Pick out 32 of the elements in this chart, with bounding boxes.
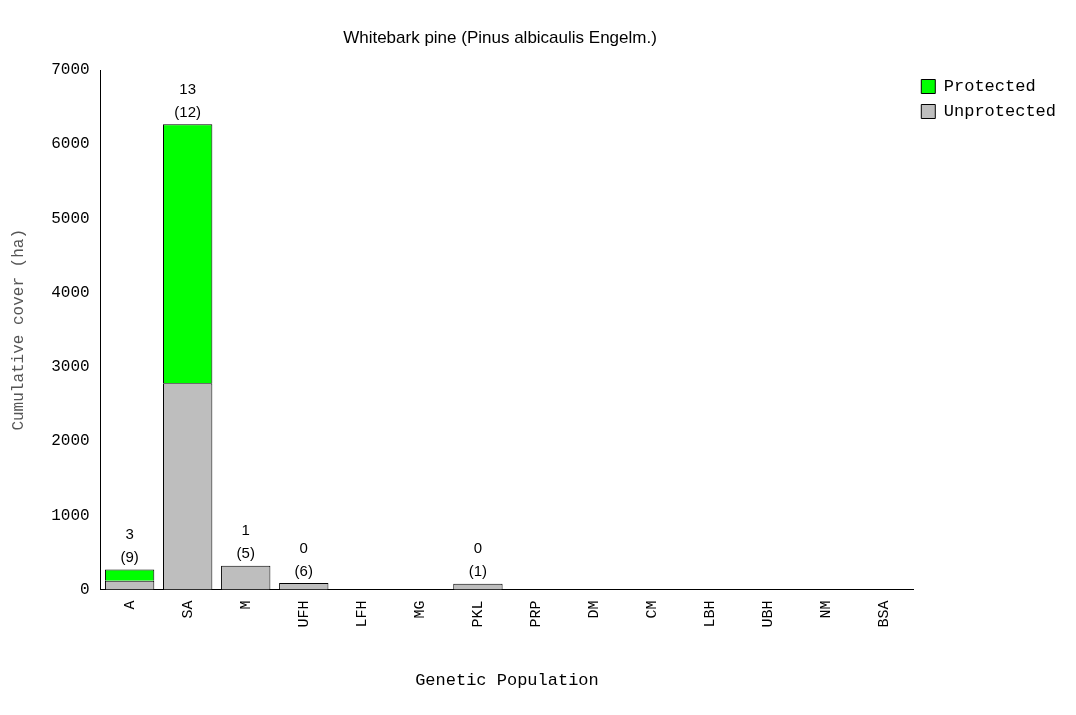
y-tick-label: 1000	[51, 506, 90, 525]
annotation: 3 (9)	[120, 525, 139, 566]
x-tick-label: UFH	[295, 600, 313, 628]
y-tick-label: 0	[80, 580, 90, 599]
y-axis-title: Cumulative cover (ha)	[9, 228, 28, 431]
y-tick-label: 5000	[51, 209, 90, 228]
x-tick-label: PRP	[527, 600, 545, 628]
annotation: 0 (1)	[468, 539, 488, 580]
x-tick-label: UBH	[760, 600, 778, 628]
x-tick-label: LBH	[702, 600, 720, 628]
x-tick-label: M	[237, 600, 255, 610]
y-tick-label: 3000	[51, 358, 90, 377]
annotation: 1 (5)	[236, 521, 255, 562]
annotation: 13 (12)	[174, 79, 202, 120]
x-tick-label: DM	[585, 600, 603, 619]
x-axis-title: Genetic Population	[415, 671, 599, 691]
y-tick-label: 6000	[51, 135, 90, 154]
x-tick-label: LFH	[353, 600, 371, 628]
x-tick-label: SA	[179, 600, 197, 619]
x-tick-label: NM	[818, 600, 836, 619]
x-tick-label: BSA	[876, 600, 894, 628]
y-tick-label: 2000	[51, 432, 90, 451]
x-tick-label: A	[121, 600, 139, 610]
chart-title: Whitebark pine (Pinus albicaulis Engelm.)	[342, 28, 658, 48]
x-tick-label: PKL	[469, 600, 487, 628]
y-tick-label: 7000	[51, 61, 90, 80]
x-tick-label: MG	[411, 600, 429, 619]
annotation: 0 (6)	[294, 538, 313, 579]
legend-label: Protected	[943, 77, 1036, 96]
legend-label: Unprotected	[943, 102, 1056, 121]
y-tick-label: 4000	[51, 283, 90, 302]
x-tick-label: CM	[644, 600, 662, 619]
